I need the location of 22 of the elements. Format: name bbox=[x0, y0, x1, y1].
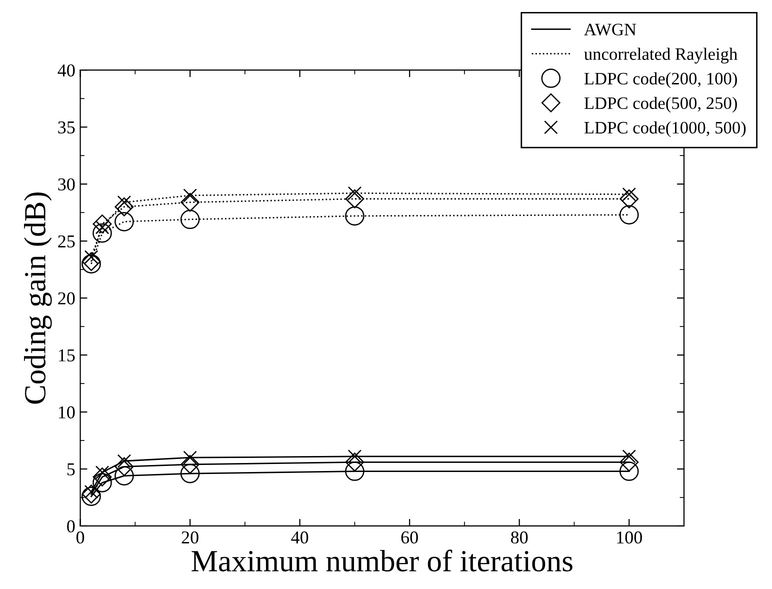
x-axis-title: Maximum number of iterations bbox=[192, 550, 572, 572]
y-tick-label: 20 bbox=[58, 292, 75, 304]
x-tick-label: 100 bbox=[617, 531, 642, 544]
x-tick-label: 20 bbox=[182, 531, 198, 544]
y-tick-label: 40 bbox=[58, 64, 75, 77]
y-axis-title: Coding gain (dB) bbox=[24, 192, 52, 404]
y-tick-label: 10 bbox=[58, 406, 75, 418]
legend-label: LDPC code(1000, 500) bbox=[584, 121, 746, 138]
y-tick-label: 0 bbox=[67, 520, 75, 532]
legend-label: LDPC code(200, 100) bbox=[584, 72, 737, 88]
legend-label: AWGN bbox=[584, 24, 636, 36]
y-tick-label: 15 bbox=[58, 349, 75, 362]
legend-label: LDPC code(500, 250) bbox=[584, 96, 737, 113]
x-tick-label: 80 bbox=[511, 531, 528, 544]
y-tick-label: 30 bbox=[58, 178, 75, 191]
y-tick-label: 5 bbox=[67, 463, 75, 476]
x-tick-label: 60 bbox=[401, 531, 418, 544]
legend-label: uncorrelated Rayleigh bbox=[584, 48, 738, 64]
y-tick-label: 35 bbox=[58, 121, 75, 134]
y-tick-label: 25 bbox=[58, 235, 75, 248]
x-tick-label: 40 bbox=[291, 531, 308, 544]
x-tick-label: 0 bbox=[76, 531, 84, 544]
